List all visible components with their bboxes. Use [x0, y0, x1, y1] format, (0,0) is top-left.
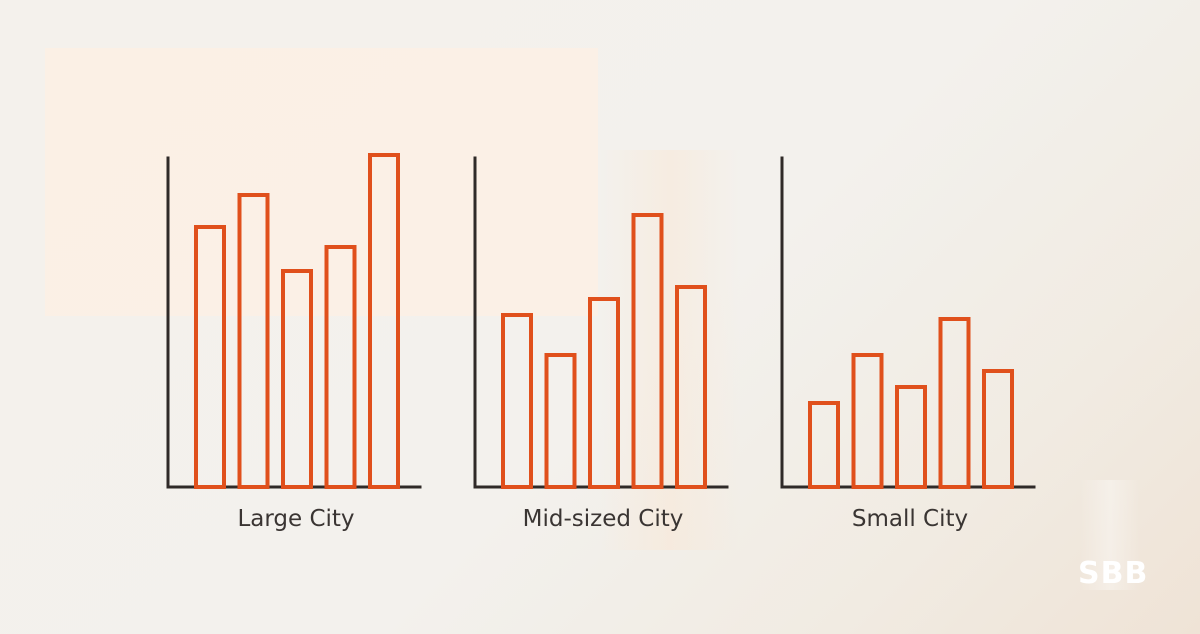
- chart-title: Mid-sized City: [523, 506, 684, 532]
- chart-axes: [780, 156, 1036, 489]
- bar: [938, 317, 971, 489]
- bar-group: [501, 213, 707, 489]
- chart-axes: [166, 156, 422, 489]
- chart-large-city: Large City: [166, 153, 422, 532]
- bar: [808, 401, 840, 489]
- bar: [588, 297, 620, 489]
- bar: [675, 285, 707, 489]
- bar: [194, 225, 226, 489]
- bar: [324, 245, 357, 489]
- background-glow: [600, 150, 740, 550]
- chart-title: Large City: [237, 506, 354, 532]
- bar-group: [808, 317, 1014, 489]
- bar: [982, 369, 1014, 489]
- bar: [501, 313, 533, 489]
- background-highlight: [45, 48, 598, 316]
- background-glow-corner: [1080, 480, 1140, 590]
- chart-axes: [473, 156, 729, 489]
- bar: [281, 269, 313, 489]
- bar: [631, 213, 664, 489]
- bar-group: [194, 153, 400, 489]
- chart-mid-sized-city: Mid-sized City: [473, 156, 729, 532]
- sbb-logo: SBB: [1078, 556, 1149, 591]
- chart-small-city: Small City: [780, 156, 1036, 532]
- bar: [368, 153, 400, 489]
- bar: [544, 353, 577, 489]
- bar: [895, 385, 927, 489]
- chart-title: Small City: [852, 506, 968, 532]
- bar: [851, 353, 884, 489]
- bar: [237, 193, 270, 489]
